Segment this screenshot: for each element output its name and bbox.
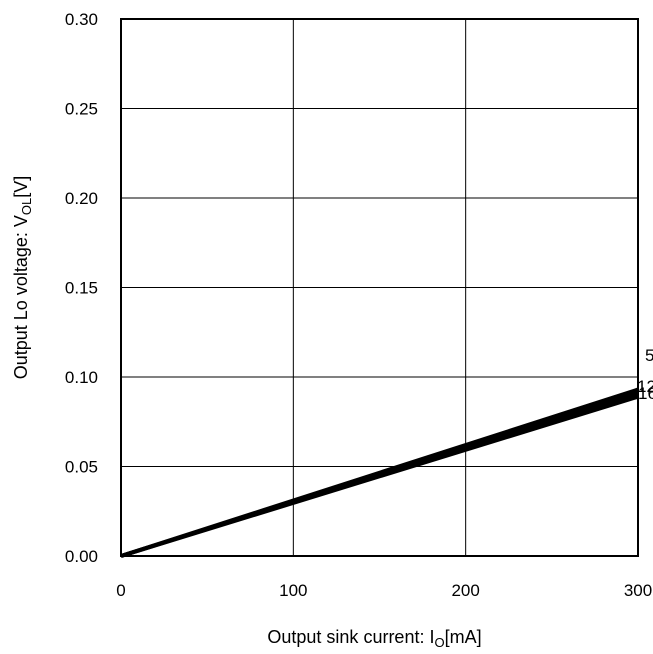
x-tick-label: 0 — [116, 581, 125, 600]
x-axis-label: Output sink current: IO[mA] — [267, 627, 481, 650]
y-tick-label: 0.10 — [65, 368, 98, 387]
y-tick-labels: 0.00 0.05 0.10 0.15 0.20 0.25 0.30 — [65, 10, 98, 566]
series-label: 12 — [637, 377, 653, 396]
y-axis-label: Output Lo voltage: VOL[V] — [11, 176, 34, 379]
plot-frame — [120, 18, 639, 557]
x-tick-label: 100 — [279, 581, 307, 600]
series-label: 5 — [645, 346, 653, 365]
y-tick-label: 0.30 — [65, 10, 98, 29]
y-tick-label: 0.25 — [65, 100, 98, 119]
x-tick-label: 300 — [624, 581, 652, 600]
y-tick-label: 0.00 — [65, 547, 98, 566]
series-layer — [120, 387, 639, 558]
series-label: 16 — [638, 384, 653, 403]
y-tick-label: 0.05 — [65, 458, 98, 477]
y-tick-label: 0.20 — [65, 189, 98, 208]
y-tick-label: 0.15 — [65, 279, 98, 298]
x-tick-label: 200 — [451, 581, 479, 600]
grid-lines — [121, 19, 638, 556]
series-line — [120, 394, 639, 558]
x-tick-labels: 0 100 200 300 — [116, 581, 652, 600]
